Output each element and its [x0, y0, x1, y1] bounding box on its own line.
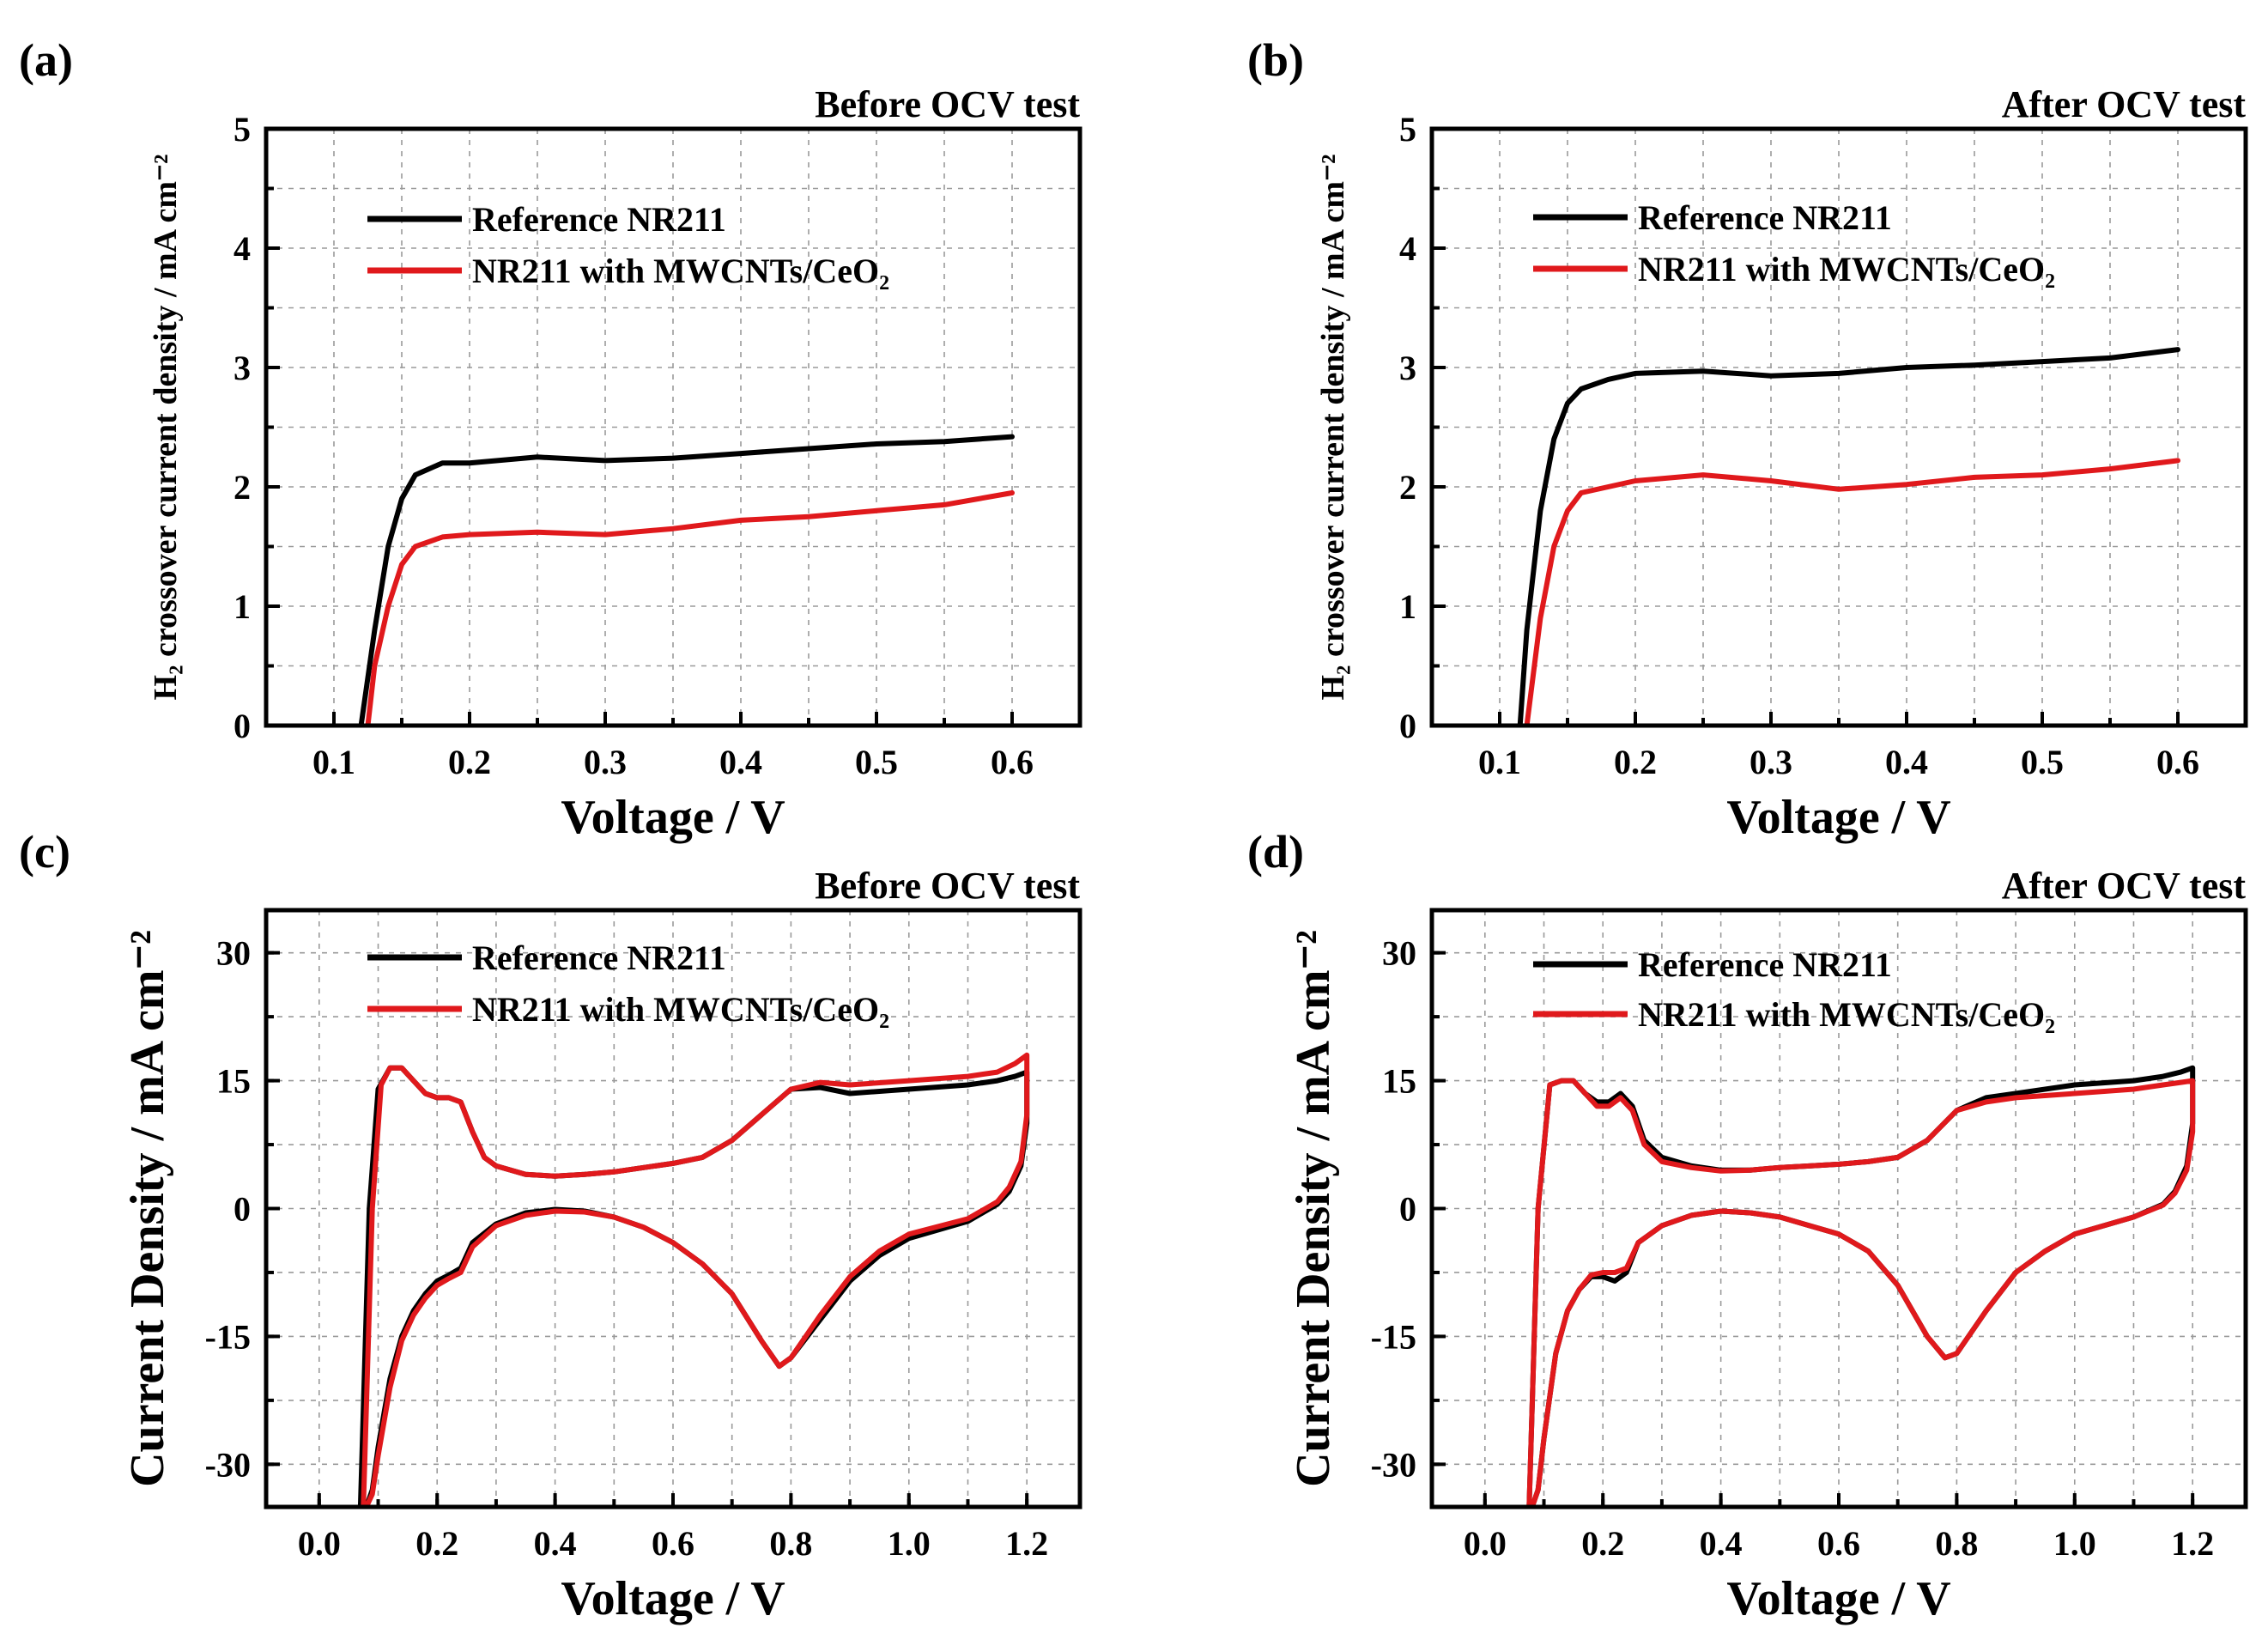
y-tick-label: 30	[1382, 934, 1416, 973]
y-tick-label: 1	[1399, 587, 1416, 626]
y-tick-label: -15	[1371, 1317, 1416, 1356]
y-axis-title: Current Density / mA cm⁻²	[1287, 930, 1340, 1487]
series-line-composite	[1524, 458, 2180, 726]
x-tick-label: 0.2	[415, 1524, 458, 1563]
x-tick-label: 0.0	[1464, 1524, 1507, 1563]
panel-label: (a)	[19, 34, 73, 86]
x-tick-label: 0.4	[1700, 1524, 1743, 1563]
legend-label: NR211 with MWCNTs/CeO₂	[472, 252, 889, 290]
series-group	[357, 1052, 1030, 1507]
series-line-composite	[361, 1052, 1030, 1507]
y-axis-title: Current Density / mA cm⁻²	[121, 930, 174, 1487]
x-tick-label: 0.2	[448, 743, 491, 781]
x-axis-title: Voltage / V	[1726, 1572, 1950, 1625]
x-tick-label: 0.5	[855, 743, 898, 781]
y-tick-label: 1	[233, 587, 251, 626]
chart-panel-2: (b) After OCV test 0.1 0.2 0.3 0.4 0.5 0.6 0 1 2 3 4…	[1247, 34, 2248, 844]
y-tick-label: 15	[216, 1062, 251, 1101]
chart-panel-3: (c) Before OCV test 0.0 0.2 0.4 0.6 0.8 1.0 1.2 -…	[19, 826, 1082, 1625]
panel-title: Before OCV test	[815, 865, 1080, 907]
y-tick-label: 4	[233, 229, 251, 268]
series-group	[1526, 1065, 2196, 1507]
series-group	[1517, 347, 2180, 726]
x-tick-label: 0.6	[1817, 1524, 1860, 1563]
series-line-reference	[357, 1065, 1030, 1507]
y-tick-label: 0	[233, 1190, 251, 1229]
x-tick-label: 0.4	[719, 743, 762, 781]
x-tick-label: 0.8	[769, 1524, 812, 1563]
x-tick-label: 1.0	[888, 1524, 931, 1563]
x-tick-label: 0.5	[2021, 743, 2064, 781]
x-tick-label: 0.8	[1935, 1524, 1978, 1563]
y-tick-label: 5	[1399, 110, 1416, 149]
y-tick-label: 15	[1382, 1062, 1416, 1101]
y-tick-label: -30	[1371, 1445, 1416, 1484]
x-tick-label: 0.4	[1885, 743, 1928, 781]
x-axis-title: Voltage / V	[561, 1572, 785, 1625]
y-tick-label: 3	[1399, 349, 1416, 387]
chart-panel-1: (a) Before OCV test 0.1 0.2 0.3 0.4 0.5 0.6 0 1 2 3…	[19, 34, 1082, 844]
y-tick-label: 0	[1399, 1190, 1416, 1229]
series-line-reference	[1526, 1065, 2196, 1507]
y-tick-label: -30	[205, 1445, 251, 1484]
x-tick-label: 1.2	[2171, 1524, 2214, 1563]
y-tick-label: 5	[233, 110, 251, 149]
y-axis-title: H₂ crossover current density / mA cm⁻²	[1315, 155, 1351, 701]
x-tick-label: 1.2	[1005, 1524, 1048, 1563]
x-tick-label: 0.2	[1581, 1524, 1624, 1563]
x-tick-label: 0.0	[298, 1524, 341, 1563]
x-tick-label: 0.1	[312, 743, 355, 781]
x-tick-label: 1.0	[2053, 1524, 2096, 1563]
plot-frame	[1429, 908, 2248, 1509]
y-axis-title: H₂ crossover current density / mA cm⁻²	[148, 155, 184, 701]
x-axis-title: Voltage / V	[561, 791, 785, 844]
series-line-reference	[358, 434, 1015, 726]
legend-label: Reference NR211	[472, 938, 726, 977]
x-tick-label: 0.6	[652, 1524, 694, 1563]
panel-label: (b)	[1247, 34, 1304, 86]
panel-title: After OCV test	[2002, 865, 2247, 907]
plot-frame	[1429, 126, 2248, 728]
plot-frame	[264, 126, 1082, 728]
y-tick-label: 2	[1399, 468, 1416, 507]
legend-label: NR211 with MWCNTs/CeO₂	[1638, 995, 2055, 1034]
chart-panel-4: (d) After OCV test 0.0 0.2 0.4 0.6 0.8 1.0 1.2 -3…	[1247, 826, 2248, 1625]
y-tick-label: 0	[1399, 707, 1416, 745]
plot-frame	[264, 908, 1082, 1509]
legend-label: NR211 with MWCNTs/CeO₂	[1638, 250, 2055, 289]
panel-label: (c)	[19, 826, 70, 878]
panel-title: After OCV test	[2002, 83, 2247, 125]
x-tick-label: 0.1	[1478, 743, 1521, 781]
legend-label: Reference NR211	[1638, 198, 1892, 237]
legend-label: Reference NR211	[1638, 945, 1892, 984]
series-line-composite	[365, 490, 1015, 726]
y-tick-label: 2	[233, 468, 251, 507]
x-tick-label: 0.2	[1614, 743, 1657, 781]
series-line-reference	[1517, 347, 2180, 726]
x-tick-label: 0.4	[534, 1524, 577, 1563]
y-tick-label: 0	[233, 707, 251, 745]
legend-label: Reference NR211	[472, 200, 726, 239]
y-tick-label: 4	[1399, 229, 1416, 268]
x-axis-title: Voltage / V	[1726, 791, 1950, 844]
x-tick-label: 0.6	[991, 743, 1034, 781]
y-tick-label: 30	[216, 934, 251, 973]
y-tick-label: 3	[233, 349, 251, 387]
x-tick-label: 0.3	[1750, 743, 1792, 781]
panel-title: Before OCV test	[815, 83, 1080, 125]
series-line-composite	[1526, 1078, 2196, 1507]
x-tick-label: 0.3	[584, 743, 627, 781]
legend-label: NR211 with MWCNTs/CeO₂	[472, 990, 889, 1029]
y-tick-label: -15	[205, 1317, 251, 1356]
x-tick-label: 0.6	[2156, 743, 2199, 781]
panel-label: (d)	[1247, 826, 1304, 878]
series-group	[358, 434, 1015, 726]
